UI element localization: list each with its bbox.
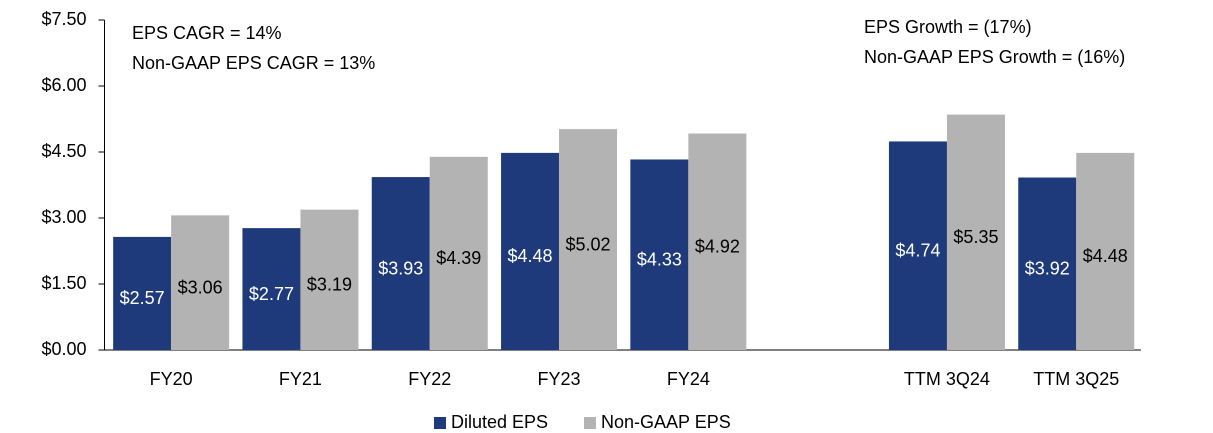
x-tick-label: TTM 3Q25 [1033,369,1119,389]
bar [946,114,1005,350]
value-label: $3.92 [1025,259,1070,279]
y-tick-label: $0.00 [41,339,86,359]
x-tick-label: FY24 [667,369,710,389]
bar [1076,152,1135,350]
x-tick-label: FY21 [279,369,322,389]
x-tick-label: FY20 [150,369,193,389]
bar [113,236,172,350]
value-label: $4.39 [436,248,481,268]
value-label: $4.33 [637,249,682,269]
bar [300,209,359,350]
y-tick-label: $6.00 [41,75,86,95]
value-label: $5.02 [566,234,611,254]
y-tick-label: $4.50 [41,141,86,161]
bar [688,133,747,350]
bar [242,228,301,350]
value-label: $3.19 [307,275,352,295]
bar [371,177,430,350]
value-label: $2.77 [249,284,294,304]
x-tick-label: FY22 [408,369,451,389]
value-label: $4.74 [895,240,940,260]
annotation: EPS CAGR = 14% [132,23,282,43]
annotation: EPS Growth = (17%) [864,17,1032,37]
value-label: $4.48 [508,246,553,266]
y-tick-label: $1.50 [41,273,86,293]
value-label: $5.35 [953,227,998,247]
value-label: $4.92 [695,237,740,257]
legend-swatch [584,417,596,429]
value-label: $3.93 [378,258,423,278]
bar [501,152,560,350]
x-tick-label: TTM 3Q24 [904,369,990,389]
bar [630,159,689,350]
bar [429,156,488,350]
bar [1018,177,1077,350]
bar [559,129,618,350]
x-tick-label: FY23 [538,369,581,389]
legend-label: Diluted EPS [451,412,548,432]
bar [888,141,947,350]
legend-swatch [434,417,446,429]
value-label: $3.06 [178,277,223,297]
y-tick-label: $3.00 [41,207,86,227]
annotation: Non-GAAP EPS CAGR = 13% [132,53,375,73]
bar [171,215,230,350]
y-tick-label: $7.50 [41,9,86,29]
value-label: $4.48 [1083,246,1128,266]
annotation: Non-GAAP EPS Growth = (16%) [864,47,1125,67]
legend-label: Non-GAAP EPS [601,412,731,432]
value-label: $2.57 [120,288,165,308]
